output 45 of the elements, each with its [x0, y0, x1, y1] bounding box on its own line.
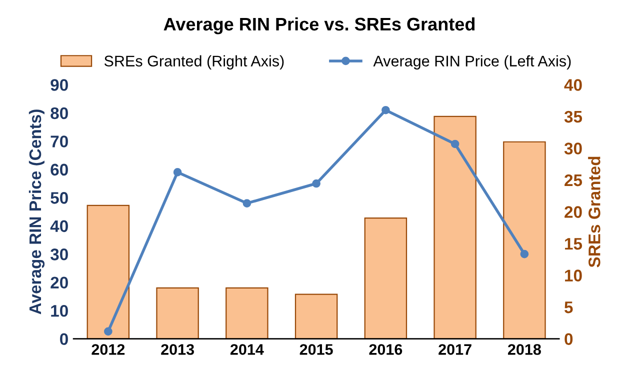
point: [520, 250, 529, 258]
x-tick-label: 2018: [508, 344, 541, 355]
bar: [364, 218, 408, 339]
point: [173, 168, 182, 176]
y-tick-label: 80: [50, 107, 68, 120]
point: [312, 179, 320, 188]
y-tick-label: 30: [50, 248, 68, 260]
y2-axis-title: SREs Granted: [588, 156, 600, 268]
legend-label: SREs Granted (Right Axis): [104, 55, 284, 70]
y2-tick-label: 40: [564, 79, 582, 91]
x-tick-label: 2017: [438, 344, 472, 355]
x-tick-label: 2016: [369, 344, 402, 355]
bar: [294, 294, 338, 339]
x-tick-label: 2012: [92, 344, 125, 355]
y-tick-label: 50: [50, 192, 68, 204]
y-tick-label: 70: [50, 136, 68, 148]
y-tick-label: 40: [50, 220, 68, 232]
x-tick-label: 2013: [161, 344, 194, 355]
y2-tick-label: 15: [565, 238, 582, 250]
x-tick-label: 2015: [300, 344, 333, 355]
x-tick-label: 2014: [230, 344, 264, 355]
y-axis-title: Average RIN Price (Cents): [28, 110, 45, 314]
y-tick-label: 10: [51, 304, 68, 317]
y2-tick-label: 20: [564, 206, 582, 218]
y2-tick-label: 0: [564, 333, 573, 346]
point: [104, 327, 112, 336]
y-tick-label: 20: [50, 276, 68, 289]
point: [450, 140, 460, 148]
y-tick-label: 60: [50, 164, 68, 176]
bar: [503, 141, 546, 339]
y-tick-label: 0: [60, 333, 68, 346]
bar: [226, 287, 268, 339]
bar: [156, 287, 199, 339]
legend-label: Average RIN Price (Left Axis): [373, 55, 571, 70]
chart-title: Average RIN Price vs. SREs Granted: [164, 17, 475, 34]
y-tick-label: 90: [50, 79, 68, 91]
y2-tick-label: 30: [564, 142, 582, 154]
bar: [434, 116, 476, 339]
y2-tick-label: 10: [565, 270, 582, 282]
point: [242, 199, 252, 208]
y2-tick-label: 25: [564, 174, 582, 186]
point: [382, 106, 390, 114]
bar: [86, 204, 130, 339]
y2-tick-label: 35: [564, 110, 582, 123]
y2-tick-label: 5: [564, 302, 573, 314]
